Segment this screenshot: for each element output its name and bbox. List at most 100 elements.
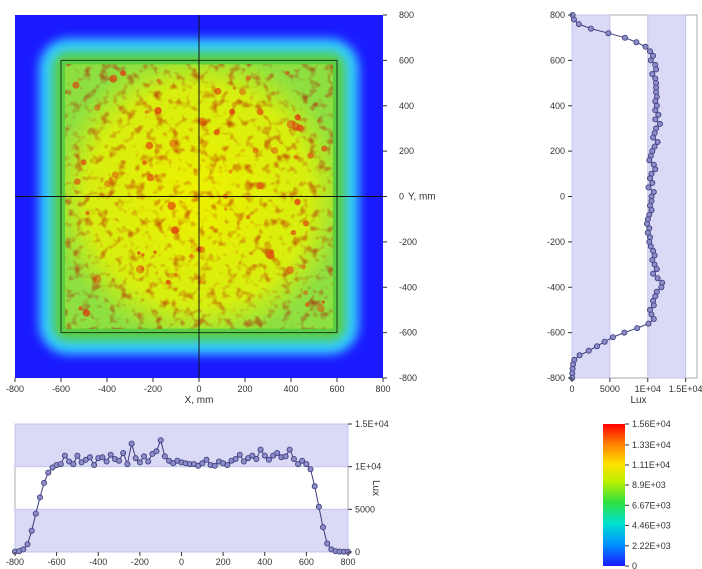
data-point: [145, 458, 152, 465]
data-point: [24, 541, 31, 548]
x-tick-label: 0: [179, 557, 184, 567]
data-point: [654, 138, 661, 145]
heatmap-hot-spot: [316, 304, 325, 313]
x-tick-label: 400: [257, 557, 272, 567]
x-tick-label: 600: [329, 384, 344, 394]
x-tick-label: -600: [52, 384, 70, 394]
data-point: [622, 34, 629, 41]
heatmap-hot-spot: [285, 266, 294, 275]
heatmap-hot-spot: [93, 275, 102, 284]
data-point: [656, 120, 663, 127]
heatmap-hot-spot: [153, 250, 157, 255]
y-tick-label: -800: [399, 373, 417, 383]
x-tick-label: -200: [131, 557, 149, 567]
data-point: [211, 462, 218, 469]
data-point: [86, 454, 93, 461]
data-point: [299, 457, 306, 464]
y-tick-label: 200: [399, 146, 414, 156]
heatmap-hot-spot: [303, 290, 309, 296]
data-point: [99, 454, 106, 461]
data-point: [41, 479, 48, 486]
y-tick-label: 200: [550, 146, 565, 156]
heatmap-hot-spot: [146, 173, 155, 182]
heatmap-hot-spot: [228, 169, 233, 174]
data-point: [645, 184, 652, 191]
heatmap-hot-spot: [295, 114, 301, 121]
data-point: [274, 449, 281, 456]
x-tick-label: 600: [299, 557, 314, 567]
heatmap-hot-spot: [120, 70, 126, 77]
data-point: [653, 66, 660, 73]
y-tick-label: 0: [560, 192, 565, 202]
colorbar-label: 0: [632, 561, 637, 569]
x-tick-label: -800: [6, 557, 24, 567]
data-point: [61, 452, 68, 459]
colorbar-label: 4.46E+03: [632, 520, 671, 530]
data-point: [153, 448, 160, 455]
data-point: [575, 21, 582, 28]
heatmap-hot-spot: [173, 272, 179, 278]
x-tick-label: 200: [237, 384, 252, 394]
colorbar-label: 6.67E+03: [632, 500, 671, 510]
data-point: [303, 461, 310, 468]
heatmap-hot-spot: [294, 198, 301, 206]
data-point: [650, 315, 657, 322]
heatmap-hot-spot: [74, 178, 81, 185]
x-tick-label: 800: [375, 384, 390, 394]
heatmap-hot-spot: [256, 181, 264, 190]
data-point: [647, 175, 654, 182]
heatmap-hot-spot: [246, 215, 251, 220]
y-tick-label: 600: [550, 55, 565, 65]
data-point: [282, 453, 289, 460]
heatmap-hot-spot: [256, 108, 264, 116]
x-tick-label: -800: [6, 384, 24, 394]
heatmap-hot-spot: [293, 154, 298, 160]
data-point: [257, 446, 264, 453]
data-point: [311, 483, 318, 490]
heatmap-hot-spot: [188, 253, 194, 259]
y-tick-label: 400: [550, 101, 565, 111]
x-tick-label: -400: [89, 557, 107, 567]
y-tick-label: 800: [399, 10, 414, 20]
y-tick-label: -800: [547, 373, 565, 383]
data-point: [319, 524, 326, 531]
data-point: [78, 459, 85, 466]
colorbar-label: 1.11E+04: [632, 460, 670, 470]
data-point: [132, 455, 139, 462]
data-point: [157, 437, 164, 444]
x-tick-label: -600: [48, 557, 66, 567]
y-tick-label: -600: [547, 328, 565, 338]
data-point: [136, 459, 143, 466]
data-point: [199, 460, 206, 467]
data-point: [652, 107, 659, 114]
heatmap-hot-spot: [72, 81, 80, 89]
heatmap-hot-spot: [197, 279, 203, 285]
data-point: [652, 166, 659, 173]
data-point: [203, 456, 210, 463]
heatmap-hot-spot: [292, 120, 296, 125]
x-axis-label: X, mm: [185, 395, 214, 406]
data-point: [307, 466, 314, 473]
colorbar-label: 1.56E+04: [632, 419, 671, 429]
data-point: [649, 71, 656, 78]
vertical-profile-panel: 0 5000 1E+04 1.5E+04 800 600 400 200 0 -200 -400 -6…: [547, 10, 702, 406]
data-point: [128, 440, 135, 447]
x-tick-label: -200: [144, 384, 162, 394]
heatmap-hot-spot: [83, 309, 91, 317]
colorbar-label: 8.9E+03: [632, 480, 666, 490]
heatmap-hot-spot: [136, 264, 145, 274]
x-tick-label: 1E+04: [635, 384, 661, 394]
data-point: [170, 460, 177, 467]
data-point: [587, 25, 594, 32]
x-tick-label: 0: [569, 384, 574, 394]
y-tick-label: -400: [547, 282, 565, 292]
heatmap-hot-spot: [156, 78, 161, 84]
data-point: [633, 39, 640, 46]
x-tick-label: 800: [340, 557, 355, 567]
data-point: [265, 456, 272, 463]
x-tick-label: 5000: [600, 384, 620, 394]
heatmap-hot-spot: [94, 104, 101, 111]
data-point: [140, 453, 147, 460]
y-tick-label: 1E+04: [355, 462, 381, 472]
